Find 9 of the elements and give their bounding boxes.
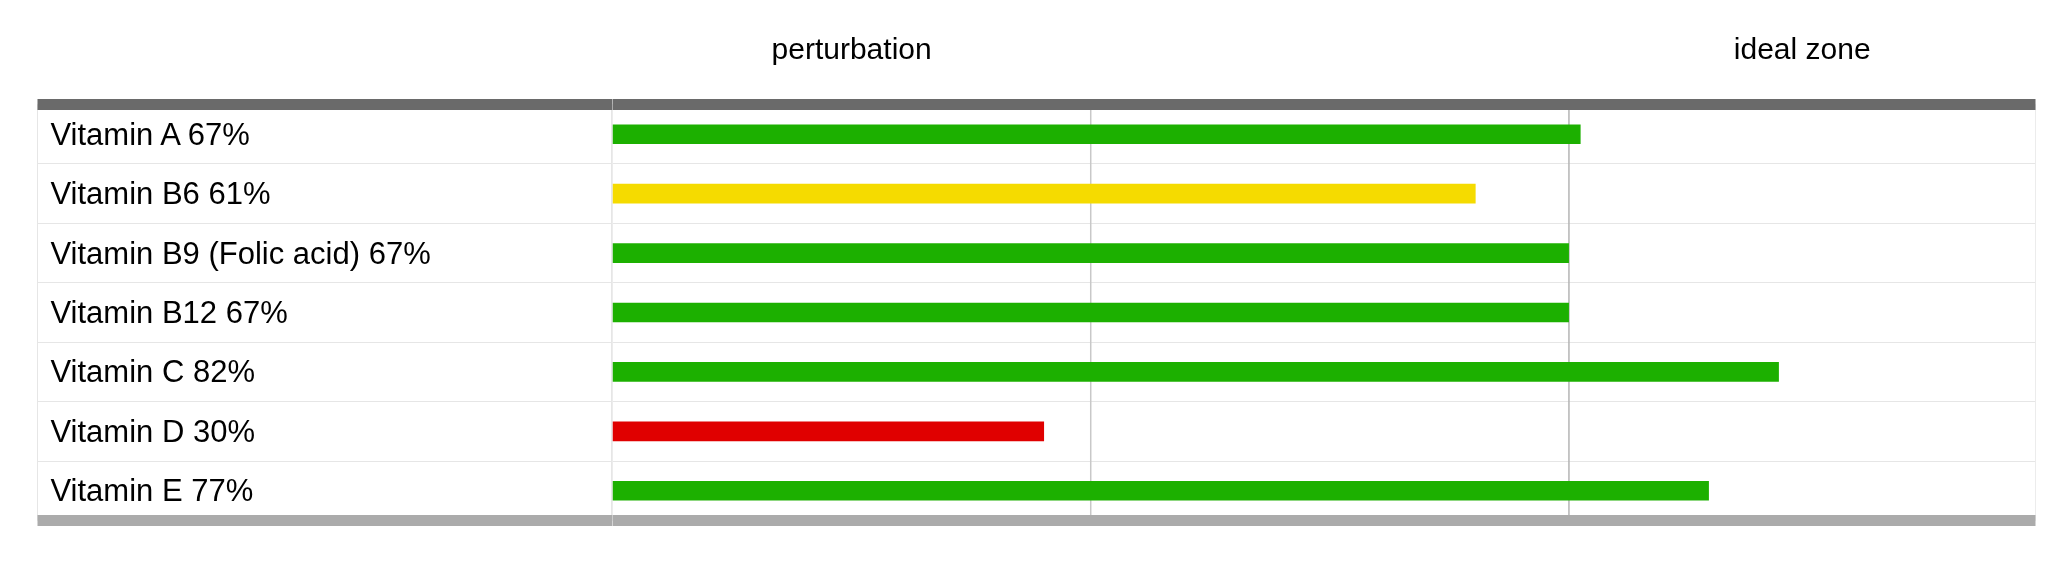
y-tick-label: Vitamin B9 (Folic acid) 67% — [50, 235, 431, 271]
y-tick-label: Vitamin A 67% — [50, 116, 250, 152]
y-tick-label: Vitamin B6 61% — [50, 176, 271, 212]
band-label: ideal zone — [1733, 32, 1871, 66]
y-tick-label: Vitamin D 30% — [50, 413, 255, 449]
y-tick-label: Vitamin E 77% — [50, 473, 254, 509]
band-label: perturbation — [771, 32, 932, 66]
y-tick-label: Vitamin B12 67% — [50, 295, 288, 330]
y-tick-label: Vitamin C 82% — [50, 354, 255, 390]
